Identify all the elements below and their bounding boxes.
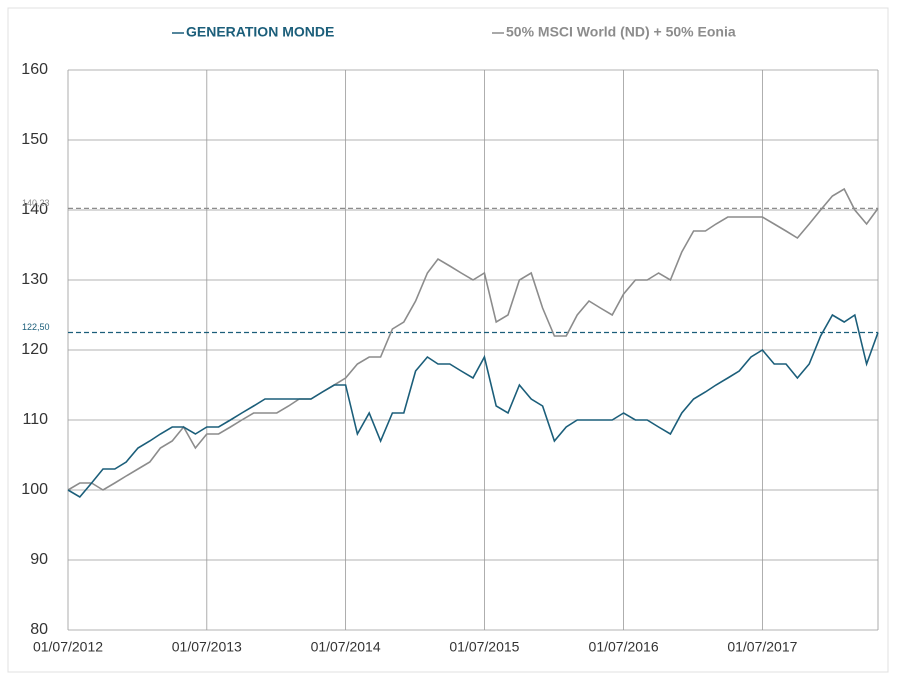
y-tick-label: 130 xyxy=(21,271,48,288)
y-tick-label: 100 xyxy=(21,481,48,498)
y-tick-label: 160 xyxy=(21,61,48,78)
x-tick-label: 01/07/2015 xyxy=(449,639,519,655)
reference-label: 140,23 xyxy=(22,198,50,208)
y-tick-label: 150 xyxy=(21,131,48,148)
y-tick-label: 80 xyxy=(30,621,48,638)
y-tick-label: 90 xyxy=(30,551,48,568)
x-tick-label: 01/07/2013 xyxy=(172,639,242,655)
series-line xyxy=(67,187,879,491)
x-tick-label: 01/07/2017 xyxy=(727,639,797,655)
x-tick-label: 01/07/2016 xyxy=(589,639,659,655)
y-tick-label: 140 xyxy=(21,201,48,218)
series-line xyxy=(67,313,879,499)
x-tick-label: 01/07/2014 xyxy=(311,639,381,655)
chart-border xyxy=(7,7,889,673)
legend-label: 50% MSCI World (ND) + 50% Eonia xyxy=(506,24,736,40)
y-tick-label: 110 xyxy=(22,411,48,428)
reference-label: 122,50 xyxy=(22,322,50,332)
legend-label: GENERATION MONDE xyxy=(186,24,334,40)
x-tick-label: 01/07/2012 xyxy=(33,639,103,655)
y-tick-label: 120 xyxy=(21,341,48,358)
